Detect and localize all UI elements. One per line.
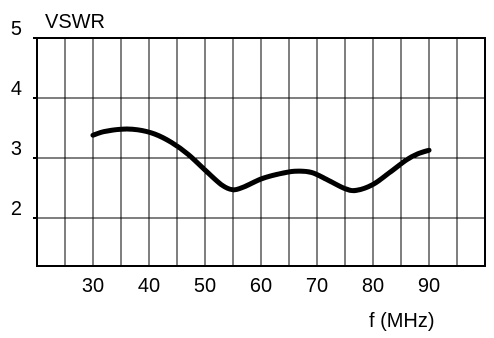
x-tick-label: 50 bbox=[194, 275, 216, 297]
x-tick-label: 70 bbox=[306, 275, 328, 297]
y-tick-label: 5 bbox=[11, 18, 22, 40]
x-tick-label: 80 bbox=[362, 275, 384, 297]
y-tick-label: 3 bbox=[11, 138, 22, 160]
y-tick-label: 4 bbox=[11, 78, 22, 100]
plot-frame bbox=[36, 37, 486, 267]
x-tick-label: 90 bbox=[418, 275, 440, 297]
y-axis-label: VSWR bbox=[45, 11, 105, 33]
y-tick-labels: 5 4 3 2 bbox=[11, 18, 37, 220]
x-tick-label: 60 bbox=[250, 275, 272, 297]
x-tick-labels: 30 40 50 60 70 80 90 bbox=[82, 275, 440, 297]
x-tick-label: 30 bbox=[82, 275, 104, 297]
vswr-curve bbox=[90, 126, 432, 194]
x-tick-label: 40 bbox=[138, 275, 160, 297]
y-tick-label: 2 bbox=[11, 198, 22, 220]
x-axis-label: f (MHz) bbox=[369, 310, 435, 332]
